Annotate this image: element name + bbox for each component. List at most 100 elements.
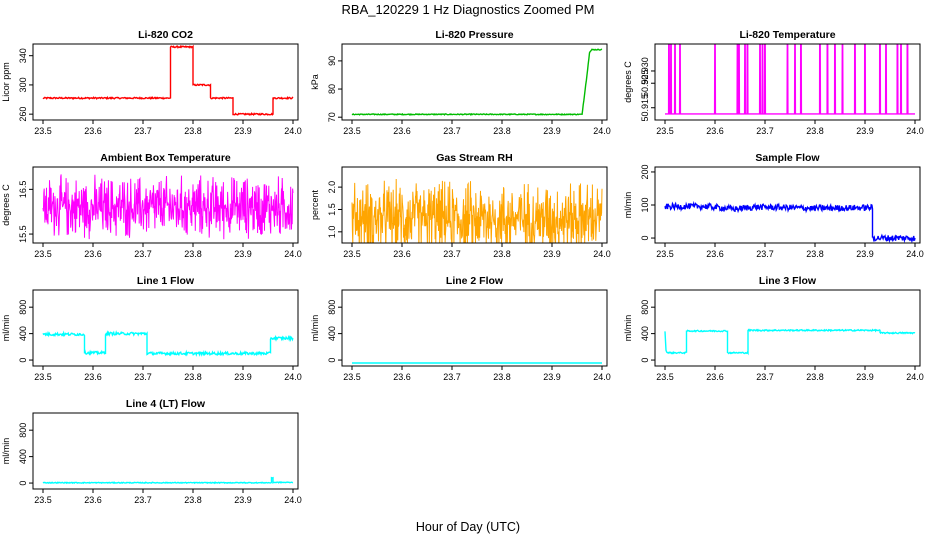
x-tick-label: 23.6	[84, 249, 102, 259]
x-tick-label: 23.6	[84, 372, 102, 382]
x-tick-label: 23.5	[656, 249, 674, 259]
x-tick-label: 23.6	[393, 249, 411, 259]
x-tick-label: 23.7	[443, 126, 461, 136]
y-axis-label: ml/min	[623, 192, 633, 219]
x-tick-label: 23.9	[856, 249, 874, 259]
y-tick-label: 16.5	[18, 181, 28, 199]
series-line-sample-flow	[664, 200, 916, 243]
y-tick-label: 400	[640, 326, 650, 341]
y-tick-label: 300	[18, 77, 28, 92]
y-axis-label: ml/min	[623, 315, 633, 342]
y-tick-label: 80	[327, 84, 337, 94]
x-tick-label: 24.0	[593, 372, 611, 382]
x-tick-label: 23.7	[756, 249, 774, 259]
y-tick-label: 50.925	[640, 69, 650, 97]
y-tick-label: 2.0	[327, 181, 337, 194]
x-tick-label: 23.5	[34, 495, 52, 505]
x-tick-label: 23.8	[184, 372, 202, 382]
x-tick-label: 23.5	[34, 249, 52, 259]
x-tick-label: 23.6	[706, 372, 724, 382]
x-tick-label: 23.6	[84, 495, 102, 505]
panel-title: Ambient Box Temperature	[100, 152, 231, 164]
chart-panel-2: Li-820 Pressure 23.5 23.6 23.7 23.8 23.9 24.0 7…	[310, 29, 611, 136]
x-tick-label: 24.0	[906, 372, 924, 382]
panel-title: Li-820 Temperature	[739, 29, 835, 41]
chart-panel-7: Line 1 Flow 23.5 23.6 23.7 23.8 23.9 24.0 0 400 8…	[1, 275, 302, 382]
x-tick-label: 23.7	[756, 126, 774, 136]
panel-title: Gas Stream RH	[436, 152, 512, 164]
chart-panel-1: Li-820 CO2 23.5 23.6 23.7 23.8 23.9 24.0 260 300…	[1, 29, 302, 136]
y-tick-label: 400	[18, 326, 28, 341]
plot-frame	[341, 289, 608, 367]
y-tick-label: 0	[18, 481, 28, 486]
plot-frame	[32, 412, 299, 490]
y-tick-label: 800	[18, 300, 28, 315]
x-tick-label: 23.9	[543, 126, 561, 136]
x-tick-label: 24.0	[284, 126, 302, 136]
y-tick-label: 0	[327, 358, 337, 363]
series-line-temperature	[665, 44, 915, 115]
series-line-co2	[42, 44, 294, 117]
x-tick-label: 23.8	[806, 126, 824, 136]
y-tick-label: 800	[327, 300, 337, 315]
x-tick-label: 23.8	[493, 249, 511, 259]
chart-panel-9: Line 3 Flow 23.5 23.6 23.7 23.8 23.9 24.0 0 400 8…	[623, 275, 924, 382]
x-tick-label: 24.0	[906, 249, 924, 259]
y-axis-label: ml/min	[1, 438, 11, 465]
y-tick-label: 400	[327, 326, 337, 341]
x-tick-label: 23.6	[706, 126, 724, 136]
y-axis-label: ml/min	[1, 315, 11, 342]
plot-frame	[32, 289, 299, 367]
x-tick-label: 23.5	[656, 126, 674, 136]
y-tick-label: 0	[640, 236, 650, 241]
x-tick-label: 23.7	[443, 372, 461, 382]
y-tick-label: 70	[327, 112, 337, 122]
plot-frame	[341, 166, 608, 244]
panel-title: Line 3 Flow	[759, 275, 817, 287]
y-axis-label: ml/min	[310, 315, 320, 342]
x-tick-label: 23.8	[493, 372, 511, 382]
x-tick-label: 23.7	[134, 495, 152, 505]
x-tick-label: 23.5	[343, 372, 361, 382]
x-tick-label: 23.7	[134, 249, 152, 259]
x-tick-label: 23.6	[706, 249, 724, 259]
y-tick-label: 15.5	[18, 225, 28, 243]
x-tick-label: 23.8	[493, 126, 511, 136]
x-tick-label: 23.5	[34, 372, 52, 382]
y-tick-label: 340	[18, 48, 28, 63]
panel-title: Sample Flow	[755, 152, 820, 164]
chart-panel-3: Li-820 Temperature 23.5 23.6 23.7 23.8 23.9 24…	[623, 29, 924, 136]
x-tick-label: 23.9	[543, 249, 561, 259]
plot-frame	[654, 43, 921, 121]
chart-panel-8: Line 2 Flow 23.5 23.6 23.7 23.8 23.9 24.0 0 400 8…	[310, 275, 611, 382]
x-tick-label: 24.0	[906, 126, 924, 136]
x-tick-label: 23.9	[234, 126, 252, 136]
x-tick-label: 23.6	[84, 126, 102, 136]
panel-title: Line 4 (LT) Flow	[126, 398, 206, 410]
y-tick-label: 800	[640, 300, 650, 315]
y-tick-label: 260	[18, 107, 28, 122]
y-tick-label: 1.0	[327, 226, 337, 239]
y-axis-label: kPa	[310, 74, 320, 90]
y-tick-label: 100	[640, 197, 650, 212]
y-tick-label: 90	[327, 56, 337, 66]
plot-frame	[32, 43, 299, 121]
chart-panel-4: Ambient Box Temperature 23.5 23.6 23.7 23.8 2…	[1, 152, 302, 259]
x-tick-label: 23.9	[234, 372, 252, 382]
x-tick-label: 23.9	[856, 372, 874, 382]
x-tick-label: 23.5	[34, 126, 52, 136]
x-tick-label: 23.8	[184, 495, 202, 505]
y-tick-label: 800	[18, 423, 28, 438]
series-line-line-4	[42, 476, 294, 485]
x-tick-label: 23.5	[343, 249, 361, 259]
x-tick-label: 24.0	[284, 495, 302, 505]
x-tick-label: 23.9	[234, 249, 252, 259]
x-tick-label: 23.9	[543, 372, 561, 382]
panel-title: Line 1 Flow	[137, 275, 195, 287]
x-tick-label: 23.7	[443, 249, 461, 259]
y-axis-label: degrees C	[1, 184, 11, 226]
y-tick-label: 0	[640, 358, 650, 363]
plot-frame	[32, 166, 299, 244]
x-tick-label: 23.7	[134, 126, 152, 136]
plot-frame	[341, 43, 608, 121]
